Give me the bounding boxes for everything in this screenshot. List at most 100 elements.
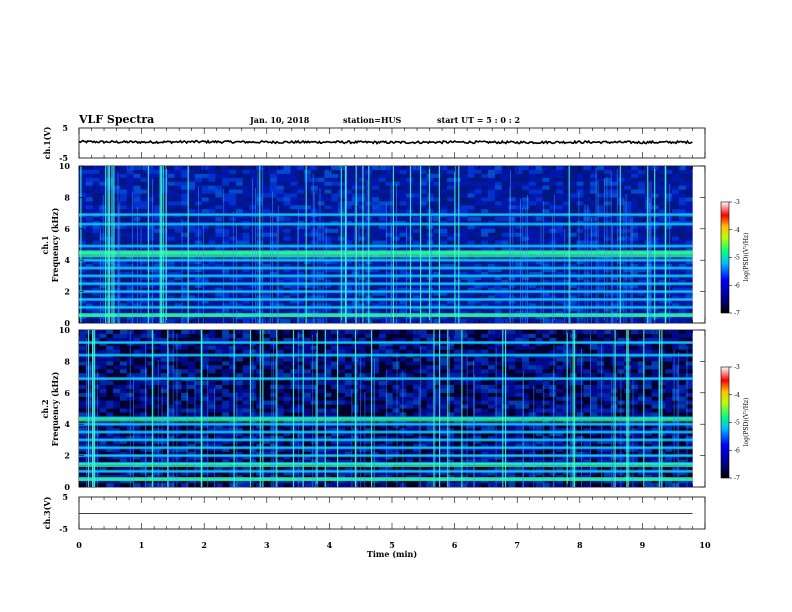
spectrogram-cell [535,299,543,304]
spectrogram-cell [624,232,632,237]
spectrogram-cell [242,345,250,350]
spectrogram-cell [229,256,237,261]
spectrogram-cell [147,432,155,437]
spectrogram-cell [433,268,441,273]
spectrogram-cell [113,201,121,206]
spectrogram-cell [672,228,680,233]
spectrogram-cell [113,349,121,354]
spectrogram-cell [79,295,87,300]
spectrogram-cell [556,256,564,261]
spectrogram-cell [92,392,100,397]
spectrogram-cell [113,279,121,284]
spectrogram-cell [263,189,271,194]
spectrogram-cell [92,268,100,273]
spectrogram-cell [447,236,455,241]
spectrogram-cell [119,193,127,198]
spectrogram-cell [106,471,114,476]
spectrogram-cell [79,268,87,273]
spectrogram-cell [440,205,448,210]
spectrogram-cell [672,236,680,241]
spectrogram-cell [126,228,134,233]
spectrogram-cell [167,295,175,300]
spectrogram-cell [590,291,598,296]
spectrogram-cell [481,224,489,230]
spectrogram-cell [181,315,189,320]
spectrogram-cell [201,388,209,394]
spectrogram-cell [85,205,93,210]
spectrogram-cell [85,295,93,300]
spectrogram-cell [576,279,584,284]
spectrogram-cell [140,483,148,488]
spectrogram-cell [154,315,162,320]
spectrogram-cell [303,236,311,241]
spectrogram-cell [181,181,189,186]
spectrogram-cell [222,479,230,484]
spectrogram-cell [160,381,168,386]
spectrogram-cell [188,408,196,413]
spectrogram-cell [685,193,693,198]
spectrogram-cell [508,275,516,281]
spectrogram-cell [488,268,496,273]
spectrogram-cell [215,408,223,413]
spectrogram-cell [283,189,291,194]
spectrogram-cell [324,264,332,269]
spectrogram-cell [160,471,168,476]
spectrogram-cell [344,287,352,292]
spectrogram-cell [290,209,298,214]
spectrogram-cell [344,169,352,175]
spectrogram-cell [317,295,325,300]
spectrogram-cell [174,333,182,339]
spectrogram-cell [324,240,332,245]
spectrogram-cell [419,232,427,237]
spectrogram-cell [474,272,482,277]
spectrogram-cell [194,361,202,366]
spectrogram-cell [269,177,277,182]
spectrogram-cell [133,479,141,484]
spectrogram-cell [344,260,352,265]
spectrogram-cell [208,232,216,237]
spectrogram-cell [549,228,557,233]
spectrogram-cell [79,432,87,437]
spectrogram-cell [501,315,509,320]
spectrogram-cell [188,295,196,300]
spectrogram-cell [624,166,632,171]
spectrogram-cell [229,345,237,350]
spectrogram-cell [535,275,543,281]
spectrogram-cell [392,173,400,178]
frequency-band-core [79,267,693,269]
spectrogram-cell [201,209,209,214]
spectrogram-cell [672,181,680,186]
spectrogram-cell [447,287,455,292]
spectrogram-cell [85,365,93,370]
spectrogram-cell [85,408,93,413]
spectrogram-cell [79,451,87,456]
spectrogram-cell [235,283,243,288]
spectrogram-cell [85,224,93,230]
spectrogram-cell [160,436,168,441]
spectrogram-cell [160,447,168,452]
spectrogram-cell [174,381,182,386]
spectrogram-cell [474,275,482,281]
spectrogram-cell [208,283,216,288]
spectrogram-cell [372,189,380,194]
spectrogram-cell [85,424,93,429]
spectrogram-cell [331,224,339,230]
spectrogram-cell [235,447,243,452]
spectrogram-cell [79,232,87,237]
spectrogram-cell [194,479,202,484]
spectrogram-cell [378,295,386,300]
spectrogram-cell [222,428,230,433]
spectrogram-cell [351,193,359,198]
y-tick-label: 4 [64,255,70,265]
spectrogram-cell [549,209,557,214]
spectrogram-cell [569,307,577,312]
spectrogram-cell [249,264,257,269]
spectrogram-cell [235,428,243,433]
spectrogram-cell [501,181,509,186]
spectrogram-cell [167,299,175,304]
spectrogram-cell [515,319,523,324]
spectrogram-cell [140,443,148,448]
spectrogram-cell [494,272,502,277]
spectrogram-cell [460,236,468,241]
spectrogram-cell [528,295,536,300]
